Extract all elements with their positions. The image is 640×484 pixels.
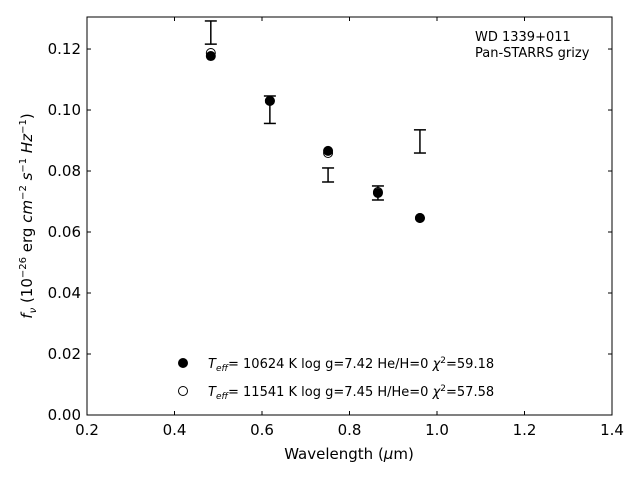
y-tick-label: 0.00 — [48, 406, 81, 424]
legend: Teff= 10624 K log g=7.42 He/H=0 χ2=59.18… — [178, 356, 494, 402]
error-bar — [204, 20, 217, 45]
error-bar — [413, 129, 426, 154]
y-tick-label: 0.12 — [48, 40, 81, 58]
x-tick-label: 0.6 — [250, 421, 274, 439]
point-filled — [372, 187, 383, 198]
x-axis-label: Wavelength (μm) — [284, 445, 414, 463]
y-tick-label: 0.02 — [48, 345, 81, 363]
point-filled — [323, 145, 334, 156]
error-bar — [322, 167, 335, 183]
y-axis-label: fν (10−26 erg cm−2 s−1 Hz−1) — [18, 113, 39, 318]
legend-marker-filled — [178, 358, 188, 368]
x-tick-label: 0.8 — [338, 421, 362, 439]
x-tick-label: 1.2 — [513, 421, 537, 439]
legend-label-1: Teff= 10624 K log g=7.42 He/H=0 χ2=59.18 — [208, 356, 494, 374]
x-tick-label: 0.4 — [163, 421, 187, 439]
point-filled — [264, 95, 275, 106]
y-tick-label: 0.06 — [48, 223, 81, 241]
plot-frame — [86, 16, 613, 416]
legend-marker-open — [178, 386, 188, 396]
y-tick-label: 0.08 — [48, 162, 81, 180]
point-filled — [414, 212, 425, 223]
x-tick-label: 1.0 — [425, 421, 449, 439]
y-tick-label: 0.10 — [48, 101, 81, 119]
point-filled — [205, 51, 216, 62]
x-tick-label: 0.2 — [75, 421, 99, 439]
legend-label-2: Teff= 11541 K log g=7.45 H/He=0 χ2=57.58 — [208, 384, 494, 402]
annotation-line-2: Pan-STARRS grizy — [475, 46, 590, 61]
annotation-line-1: WD 1339+011 — [475, 30, 571, 45]
y-tick-label: 0.04 — [48, 284, 81, 302]
x-tick-label: 1.4 — [600, 421, 624, 439]
